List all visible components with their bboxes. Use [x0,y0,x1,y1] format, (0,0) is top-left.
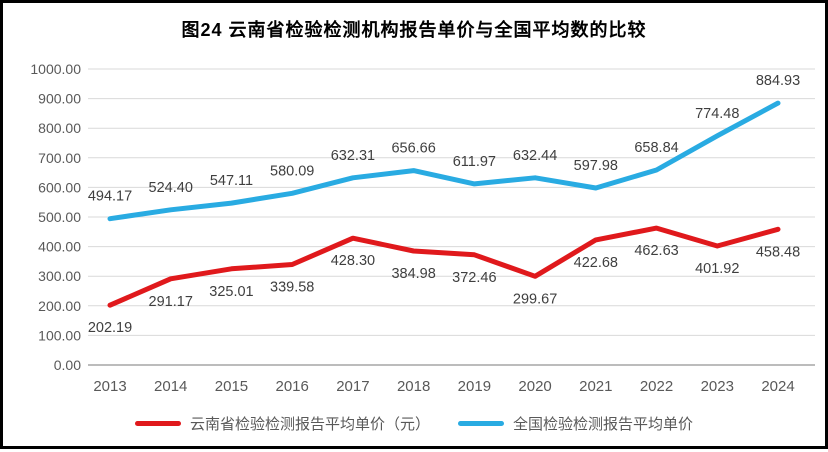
y-axis-tick-label: 1000.00 [30,61,81,77]
x-axis-tick-label: 2023 [701,378,734,395]
data-label-national: 632.44 [513,148,557,164]
y-axis-tick-label: 600.00 [38,179,81,195]
data-label-yunnan: 291.17 [149,294,193,310]
x-axis-tick-label: 2024 [761,378,794,395]
x-axis-tick-label: 2018 [397,378,430,395]
x-axis-tick-label: 2016 [275,378,308,395]
data-label-national: 656.66 [391,141,435,157]
y-axis-tick-label: 400.00 [38,239,81,255]
data-label-national: 658.84 [634,140,678,156]
data-label-yunnan: 422.68 [574,255,618,271]
legend-item-national: 全国检验检测报告平均单价 [458,413,693,434]
data-label-national: 632.31 [331,148,375,164]
data-label-national: 547.11 [210,173,253,189]
y-axis-tick-label: 0.00 [54,357,81,373]
legend-label-national: 全国检验检测报告平均单价 [513,415,694,433]
data-label-national: 611.97 [453,154,496,170]
legend-line-swatch-national [458,420,504,426]
data-label-national: 597.98 [574,158,618,174]
data-label-yunnan: 458.48 [756,244,800,260]
x-axis-tick-label: 2015 [215,378,248,395]
x-axis-tick-label: 2017 [336,378,369,395]
series-line-yunnan [107,225,781,308]
x-axis-tick-label: 2013 [93,378,126,395]
data-label-yunnan: 428.30 [331,253,375,269]
data-label-national: 884.93 [756,73,800,89]
y-axis-tick-label: 300.00 [38,268,81,284]
x-axis-tick-label: 2019 [458,378,491,395]
data-label-yunnan: 325.01 [209,284,253,300]
data-label-yunnan: 384.98 [391,266,435,282]
legend: 云南省检验检测报告平均单价（元） 全国检验检测报告平均单价 [3,408,825,438]
data-label-yunnan: 202.19 [88,320,132,336]
x-axis-tick-label: 2021 [579,378,612,395]
legend-line-swatch-yunnan [134,420,181,426]
data-label-yunnan: 372.46 [452,270,496,286]
legend-label-yunnan: 云南省检验检测报告平均单价（元） [189,415,430,433]
data-label-yunnan: 462.63 [634,243,678,259]
data-label-yunnan: 299.67 [513,291,557,307]
data-label-national: 580.09 [270,163,314,179]
chart-title: 图24 云南省检验检测机构报告单价与全国平均数的比较 [181,20,647,40]
y-axis-tick-label: 500.00 [38,209,81,225]
y-axis-tick-label: 700.00 [38,150,81,166]
y-axis-tick-label: 800.00 [38,120,81,136]
data-label-national: 774.48 [695,106,739,122]
legend-item-yunnan: 云南省检验检测报告平均单价（元） [134,413,430,434]
x-axis-tick-label: 2014 [154,378,187,395]
data-label-national: 494.17 [88,189,132,205]
x-axis-tick-label: 2022 [640,378,673,395]
series-line-national [107,100,781,222]
data-label-yunnan: 339.58 [270,279,314,295]
data-label-yunnan: 401.92 [695,261,739,277]
y-axis-tick-label: 100.00 [38,327,81,343]
data-label-national: 524.40 [149,180,193,196]
y-axis-tick-label: 200.00 [38,298,81,314]
line-chart: 1000.00 900.00 800.00 700.00 600.00 500.00 400… [30,61,815,395]
x-axis-tick-label: 2020 [518,378,551,395]
y-axis-tick-label: 900.00 [38,91,81,107]
